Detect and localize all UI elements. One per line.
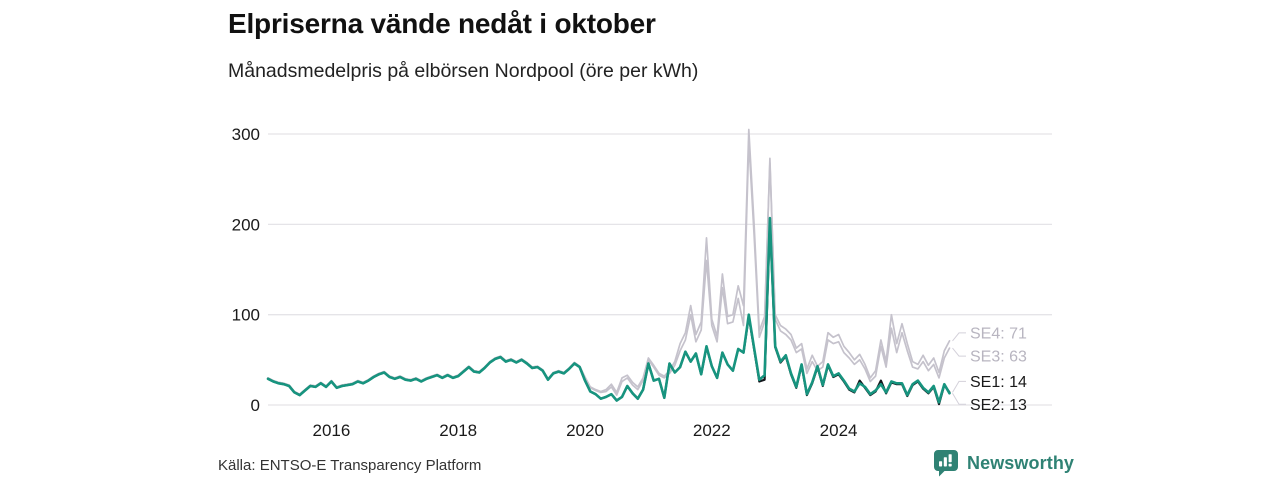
x-tick-label: 2020 xyxy=(566,421,604,440)
y-tick-label: 0 xyxy=(251,396,260,415)
series-line-se3 xyxy=(267,140,951,396)
x-tick-label: 2024 xyxy=(820,421,858,440)
y-tick-label: 200 xyxy=(232,215,260,234)
series-end-label-se3: SE3: 63 xyxy=(970,349,1027,366)
chart-title: Elpriserna vände nedåt i oktober xyxy=(228,8,656,39)
series-line-se4 xyxy=(267,128,951,396)
series-line-se2 xyxy=(266,216,951,404)
y-tick-label: 100 xyxy=(232,306,260,325)
newsworthy-logo-text: Newsworthy xyxy=(967,452,1075,473)
leader-line-se1 xyxy=(952,380,966,393)
series-end-label-se4: SE4: 71 xyxy=(970,325,1027,342)
line-chart: 0 100 200 300 2016 2018 2020 2022 2024 SE4: 71 SE3… xyxy=(200,95,1080,455)
newsworthy-logo-icon xyxy=(934,450,958,477)
line-chart-svg: 0 100 200 300 2016 2018 2020 2022 2024 SE4: 71 SE3… xyxy=(232,125,1052,440)
leader-line-se3 xyxy=(952,347,966,357)
x-tick-label: 2022 xyxy=(693,421,731,440)
series-end-label-se2: SE2: 13 xyxy=(970,397,1027,414)
leader-line-se2 xyxy=(952,393,966,405)
series-end-label-se1: SE1: 14 xyxy=(970,374,1027,391)
series-line-se1 xyxy=(266,220,951,406)
y-tick-label: 300 xyxy=(232,125,260,144)
source-note: Källa: ENTSO-E Transparency Platform xyxy=(218,457,482,474)
chart-subtitle: Månadsmedelpris på elbörsen Nordpool (ör… xyxy=(228,60,699,82)
x-tick-label: 2018 xyxy=(439,421,477,440)
leader-line-se4 xyxy=(952,332,966,342)
newsworthy-logo: Newsworthy xyxy=(933,449,1074,477)
x-tick-label: 2016 xyxy=(312,421,350,440)
